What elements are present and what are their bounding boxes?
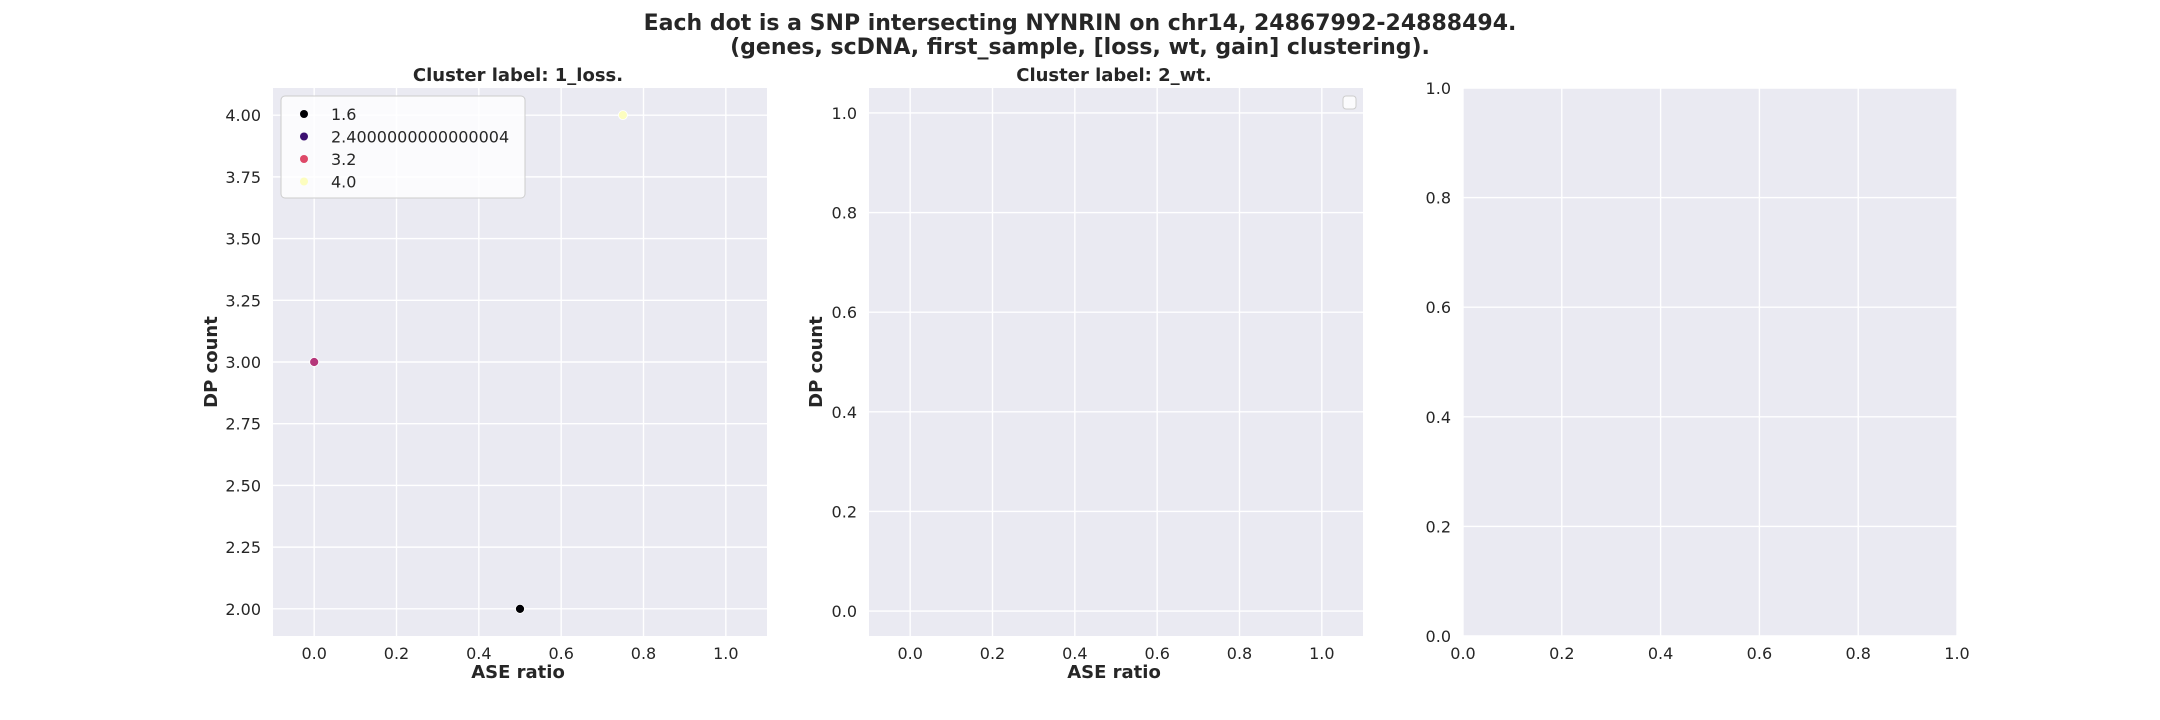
x-tick-label: 1.0 bbox=[1944, 644, 1969, 663]
legend-label: 2.4000000000000004 bbox=[331, 128, 509, 147]
y-tick-label: 0.4 bbox=[832, 403, 857, 422]
legend-marker bbox=[300, 132, 308, 141]
y-tick-label: 0.6 bbox=[832, 303, 857, 322]
x-tick-label: 0.0 bbox=[1450, 644, 1475, 663]
legend-label: 1.6 bbox=[331, 105, 356, 124]
y-tick-label: 0.0 bbox=[832, 602, 857, 621]
y-tick-label: 1.0 bbox=[1426, 79, 1451, 98]
plot-area bbox=[1463, 88, 1957, 636]
legend-marker bbox=[300, 110, 308, 118]
x-tick-label: 0.2 bbox=[980, 644, 1005, 663]
y-tick-label: 2.00 bbox=[225, 600, 261, 619]
x-tick-label: 0.2 bbox=[1549, 644, 1574, 663]
y-tick-label: 3.00 bbox=[225, 353, 261, 372]
y-tick-label: 1.0 bbox=[832, 104, 857, 123]
legend bbox=[280, 95, 526, 199]
y-tick-label: 2.25 bbox=[225, 538, 261, 557]
x-tick-label: 0.6 bbox=[1144, 644, 1169, 663]
y-tick-label: 3.75 bbox=[225, 168, 261, 187]
y-tick-label: 0.2 bbox=[1426, 517, 1451, 536]
x-tick-label: 1.0 bbox=[713, 644, 738, 663]
y-tick-label: 4.00 bbox=[225, 106, 261, 125]
data-point bbox=[515, 603, 525, 614]
legend-marker bbox=[300, 177, 308, 186]
data-point bbox=[618, 110, 628, 121]
panel-title: Cluster label: 1_loss. bbox=[413, 65, 623, 86]
y-tick-label: 0.2 bbox=[832, 502, 857, 521]
x-tick-label: 0.6 bbox=[548, 644, 573, 663]
legend-marker bbox=[300, 155, 308, 163]
panel-title: Cluster label: 2_wt. bbox=[1016, 65, 1212, 86]
x-tick-label: 0.8 bbox=[631, 644, 656, 663]
data-point bbox=[309, 357, 320, 367]
figure-title-line-2: (genes, scDNA, first_sample, [loss, wt, … bbox=[730, 35, 1430, 60]
x-tick-label: 0.0 bbox=[301, 644, 326, 663]
panel-empty: 0.0 0.2 0.4 0.6 0.8 1.0 0.0 0.2 0.4 0.6 0.8 1.0 bbox=[1426, 79, 1970, 663]
x-tick-label: 0.4 bbox=[1062, 644, 1087, 663]
legend-label: 4.0 bbox=[331, 173, 356, 192]
x-tick-label: 0.4 bbox=[1648, 644, 1673, 663]
y-tick-label: 3.25 bbox=[225, 291, 261, 310]
x-tick-label: 0.2 bbox=[384, 644, 409, 663]
x-tick-label: 0.4 bbox=[466, 644, 491, 663]
panel-cluster-1-loss: Cluster label: 1_loss. ASE ratio DP coun… bbox=[201, 65, 767, 683]
y-tick-label: 0.6 bbox=[1426, 298, 1451, 317]
x-axis-label: ASE ratio bbox=[1067, 662, 1161, 683]
y-tick-label: 0.0 bbox=[1426, 627, 1451, 646]
panel-cluster-2-wt: Cluster label: 2_wt. ASE ratio DP count … bbox=[806, 65, 1363, 683]
y-tick-label: 0.4 bbox=[1426, 408, 1451, 427]
y-tick-label: 2.75 bbox=[225, 415, 261, 434]
y-tick-label: 2.50 bbox=[225, 476, 261, 495]
x-tick-label: 0.8 bbox=[1227, 644, 1252, 663]
figure-title-line-1: Each dot is a SNP intersecting NYNRIN on… bbox=[644, 11, 1517, 36]
y-tick-label: 0.8 bbox=[832, 204, 857, 223]
x-tick-label: 0.0 bbox=[897, 644, 922, 663]
y-tick-label: 3.50 bbox=[225, 230, 261, 249]
legend bbox=[1342, 95, 1357, 110]
x-tick-label: 0.8 bbox=[1845, 644, 1870, 663]
x-tick-label: 1.0 bbox=[1309, 644, 1334, 663]
x-axis-label: ASE ratio bbox=[471, 662, 565, 683]
plot-area bbox=[869, 88, 1363, 636]
y-axis-label: DP count bbox=[201, 316, 222, 408]
legend-label: 3.2 bbox=[331, 150, 356, 169]
y-tick-label: 0.8 bbox=[1426, 189, 1451, 208]
y-axis-label: DP count bbox=[806, 316, 827, 408]
x-tick-label: 0.6 bbox=[1747, 644, 1772, 663]
